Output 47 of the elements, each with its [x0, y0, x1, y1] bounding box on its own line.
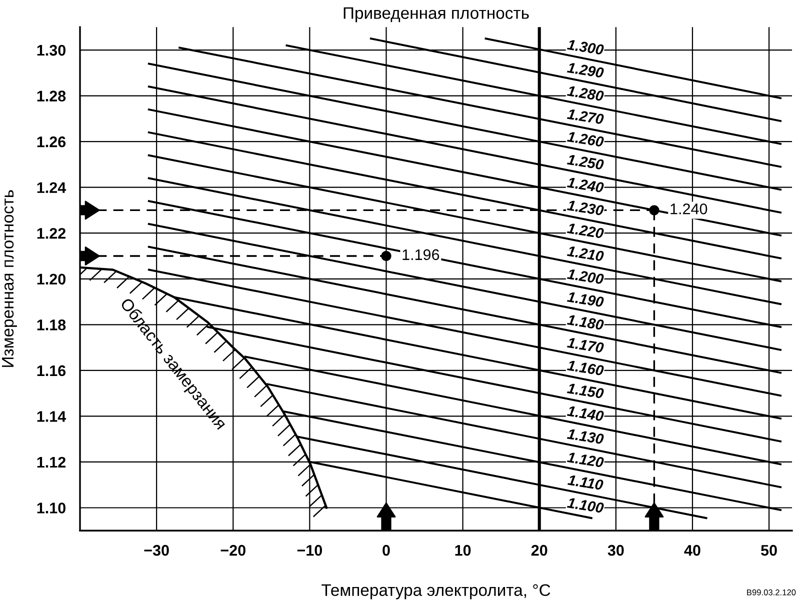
y-tick-label: 1.28: [37, 90, 66, 102]
x-tick-label: 0: [382, 544, 390, 556]
text: 1.260: [566, 131, 604, 148]
text: 1.120: [566, 452, 604, 468]
text: 1.150: [566, 382, 604, 399]
chart-title: Приведенная плотность: [344, 7, 529, 22]
x-tick-label: 50: [761, 544, 777, 556]
y-tick-label: 1.22: [37, 228, 66, 239]
text: 1.170: [566, 337, 604, 354]
y-tick-label: 1.12: [37, 456, 66, 468]
y-tick-label: 1.14: [37, 411, 66, 422]
y-axis-title: Измеренная плотность: [2, 190, 17, 367]
text: 1.300: [566, 39, 604, 56]
y-tick-label: 1.30: [37, 44, 66, 56]
y-tick-label: 1.20: [37, 274, 66, 285]
text: 1.130: [566, 428, 604, 444]
y-tick-label: 1.16: [37, 365, 66, 376]
annotation: 1.196: [402, 249, 440, 260]
y-tick-label: 1.24: [37, 182, 66, 193]
text: 1.160: [566, 360, 604, 376]
text: 1.210: [566, 246, 604, 262]
text: 1.250: [566, 154, 604, 170]
y-tick-label: 1.18: [37, 320, 66, 330]
y-tick-label: 1.10: [37, 502, 66, 514]
text: 1.180: [566, 314, 604, 330]
text: 1.200: [566, 268, 604, 284]
x-axis-title: Температура электролита, °C: [322, 584, 550, 600]
x-tick-label: 20: [531, 544, 548, 556]
x-tick-label: −30: [144, 544, 169, 556]
x-tick-label: 30: [608, 544, 624, 556]
x-tick-label: −10: [297, 544, 322, 556]
text: 1.220: [566, 222, 604, 239]
y-tick-label: 1.26: [37, 136, 66, 148]
text: 1.100: [566, 497, 604, 514]
x-tick-label: −20: [220, 544, 246, 556]
text: 1.280: [566, 86, 604, 102]
text: 1.110: [567, 474, 604, 490]
text: 1.270: [566, 108, 604, 124]
x-tick-label: 10: [455, 544, 471, 556]
text: 1.190: [566, 291, 604, 308]
text: 1.140: [566, 406, 604, 422]
x-tick-label: 40: [684, 544, 700, 556]
text: B99.03.2.120: [747, 589, 796, 596]
annotation: 1.240: [670, 204, 708, 214]
text: 1.230: [566, 200, 604, 216]
text: 1.290: [566, 62, 604, 78]
text: 1.240: [566, 177, 604, 193]
